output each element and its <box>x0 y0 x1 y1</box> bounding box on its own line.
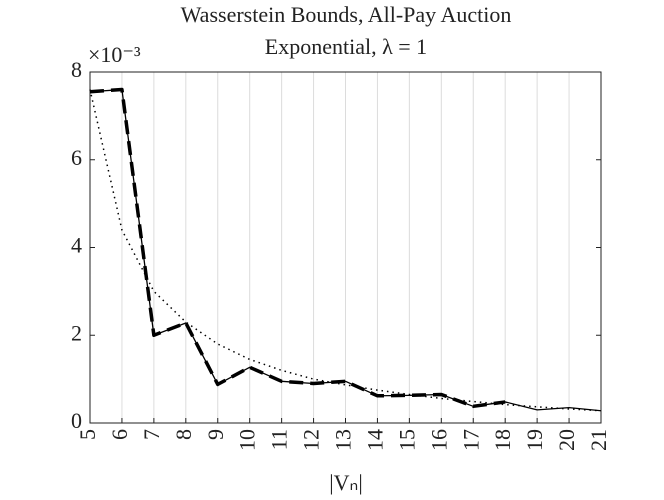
x-tick-label: 21 <box>586 429 611 451</box>
x-tick-label: 15 <box>394 429 419 451</box>
x-tick-label: 17 <box>458 429 483 451</box>
axes-box <box>89 71 602 424</box>
series-line <box>89 89 602 412</box>
x-tick-label: 7 <box>139 429 164 440</box>
x-tick-label: 12 <box>299 429 324 451</box>
y-tick-label: 0 <box>71 408 82 433</box>
y-tick-label: 2 <box>71 320 82 345</box>
y-multiplier: ×10⁻³ <box>88 42 141 67</box>
chart-title: Wasserstein Bounds, All-Pay Auction <box>181 2 512 27</box>
x-tick-label: 16 <box>426 429 451 451</box>
x-tick-label: 13 <box>331 429 356 451</box>
x-tick-label: 6 <box>107 429 132 440</box>
y-tick-label: 6 <box>71 145 82 170</box>
x-tick-label: 10 <box>235 429 260 451</box>
x-tick-label: 11 <box>267 429 292 450</box>
series-line <box>89 87 506 409</box>
x-tick-label: 20 <box>554 429 579 451</box>
x-tick-label: 19 <box>522 429 547 451</box>
x-tick-label: 8 <box>171 429 196 440</box>
x-axis-label: |Vₙ| <box>329 470 362 495</box>
x-tick-label: 18 <box>490 429 515 451</box>
y-tick-label: 8 <box>71 57 82 82</box>
x-tick-label: 5 <box>75 429 100 440</box>
x-tick-label: 9 <box>203 429 228 440</box>
y-tick-label: 4 <box>71 233 82 258</box>
x-tick-label: 14 <box>362 429 387 451</box>
chart-subtitle: Exponential, λ = 1 <box>265 34 427 59</box>
